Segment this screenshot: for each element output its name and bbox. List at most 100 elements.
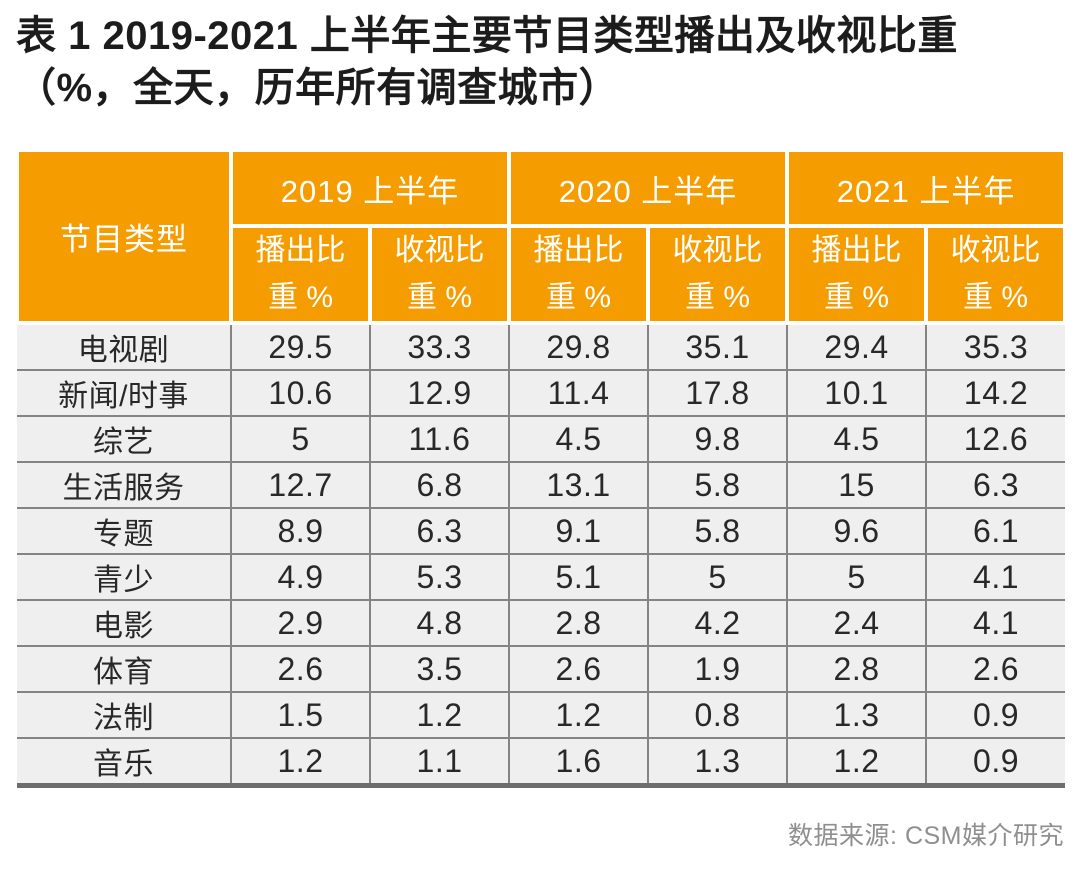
- value-cell: 29.5: [230, 322, 371, 371]
- program-ratings-table: 节目类型 2019 上半年 2020 上半年 2021 上半年 播出比重 % 收…: [15, 148, 1068, 788]
- value-cell: 5: [647, 553, 789, 601]
- metric-header: 收视比重 %: [924, 224, 1068, 325]
- value-cell: 11.4: [508, 369, 650, 417]
- value-cell: 0.8: [647, 691, 789, 739]
- value-cell: 5: [786, 553, 928, 601]
- category-cell: 音乐: [17, 737, 232, 788]
- value-cell: 15: [786, 461, 928, 509]
- value-cell: 12.6: [925, 415, 1066, 463]
- category-cell: 法制: [17, 691, 232, 739]
- value-cell: 9.6: [786, 507, 928, 555]
- value-cell: 10.1: [786, 369, 928, 417]
- value-cell: 9.8: [647, 415, 789, 463]
- value-cell: 6.8: [368, 461, 511, 509]
- year-header-2019: 2019 上半年: [228, 148, 512, 228]
- value-cell: 17.8: [647, 369, 789, 417]
- value-cell: 5.3: [368, 553, 511, 601]
- value-cell: 10.6: [230, 369, 371, 417]
- value-cell: 1.6: [508, 737, 650, 788]
- value-cell: 5: [230, 415, 371, 463]
- metric-header: 播出比重 %: [229, 224, 372, 325]
- table-body: 电视剧 29.5 33.3 29.8 35.1 29.4 35.3 新闻/时事 …: [17, 322, 1066, 788]
- value-cell: 4.5: [786, 415, 928, 463]
- value-cell: 11.6: [368, 415, 511, 463]
- value-cell: 6.3: [368, 507, 511, 555]
- value-cell: 1.2: [786, 737, 928, 788]
- table-row: 电影 2.9 4.8 2.8 4.2 2.4 4.1: [17, 599, 1066, 647]
- value-cell: 6.3: [925, 461, 1066, 509]
- value-cell: 35.1: [647, 322, 789, 371]
- category-cell: 新闻/时事: [17, 369, 232, 417]
- value-cell: 1.3: [786, 691, 928, 739]
- table-row: 专题 8.9 6.3 9.1 5.8 9.6 6.1: [17, 507, 1066, 555]
- table-header: 节目类型 2019 上半年 2020 上半年 2021 上半年 播出比重 % 收…: [15, 148, 1068, 325]
- value-cell: 4.1: [925, 553, 1066, 601]
- category-cell: 青少: [17, 553, 232, 601]
- table-title-line2: （%，全天，历年所有调查城市）: [16, 66, 620, 110]
- value-cell: 1.9: [647, 645, 789, 693]
- table-row: 综艺 5 11.6 4.5 9.8 4.5 12.6: [17, 415, 1066, 463]
- value-cell: 12.9: [368, 369, 511, 417]
- table-row: 法制 1.5 1.2 1.2 0.8 1.3 0.9: [17, 691, 1066, 739]
- value-cell: 5.1: [508, 553, 650, 601]
- value-cell: 9.1: [508, 507, 650, 555]
- value-cell: 13.1: [508, 461, 650, 509]
- header-row-metrics: 播出比重 % 收视比重 % 播出比重 % 收视比重 % 播出比重 % 收视比重 …: [17, 224, 1068, 325]
- value-cell: 2.8: [508, 599, 650, 647]
- value-cell: 2.9: [230, 599, 371, 647]
- metric-header: 收视比重 %: [367, 224, 512, 325]
- data-source-note: 数据来源: CSM媒介研究: [788, 822, 1064, 850]
- category-cell: 电影: [17, 599, 232, 647]
- year-header-2020: 2020 上半年: [507, 148, 790, 228]
- table-title: 表 1 2019-2021 上半年主要节目类型播出及收视比重 （%，全天，历年所…: [16, 10, 1066, 114]
- value-cell: 2.6: [508, 645, 650, 693]
- table-row: 生活服务 12.7 6.8 13.1 5.8 15 6.3: [17, 461, 1066, 509]
- value-cell: 2.8: [786, 645, 928, 693]
- value-cell: 1.2: [230, 737, 371, 788]
- value-cell: 1.1: [368, 737, 511, 788]
- value-cell: 1.5: [230, 691, 371, 739]
- table-row: 体育 2.6 3.5 2.6 1.9 2.8 2.6: [17, 645, 1066, 693]
- value-cell: 6.1: [925, 507, 1066, 555]
- value-cell: 14.2: [925, 369, 1066, 417]
- category-cell: 生活服务: [17, 461, 232, 509]
- value-cell: 5.8: [647, 461, 789, 509]
- value-cell: 4.2: [647, 599, 789, 647]
- page: 表 1 2019-2021 上半年主要节目类型播出及收视比重 （%，全天，历年所…: [0, 10, 1080, 882]
- value-cell: 8.9: [230, 507, 371, 555]
- table-row: 青少 4.9 5.3 5.1 5 5 4.1: [17, 553, 1066, 601]
- value-cell: 1.3: [647, 737, 789, 788]
- value-cell: 2.6: [230, 645, 371, 693]
- value-cell: 5.8: [647, 507, 789, 555]
- category-cell: 体育: [17, 645, 232, 693]
- value-cell: 35.3: [925, 322, 1066, 371]
- value-cell: 0.9: [925, 737, 1066, 788]
- value-cell: 1.2: [368, 691, 511, 739]
- value-cell: 1.2: [508, 691, 650, 739]
- table-row: 新闻/时事 10.6 12.9 11.4 17.8 10.1 14.2: [17, 369, 1066, 417]
- metric-header: 播出比重 %: [507, 224, 651, 325]
- table-row: 电视剧 29.5 33.3 29.8 35.1 29.4 35.3: [17, 322, 1066, 371]
- value-cell: 4.8: [368, 599, 511, 647]
- category-cell: 专题: [17, 507, 232, 555]
- corner-header-cell: 节目类型: [15, 148, 233, 325]
- value-cell: 4.9: [230, 553, 371, 601]
- value-cell: 0.9: [925, 691, 1066, 739]
- table-title-line1: 表 1 2019-2021 上半年主要节目类型播出及收视比重: [16, 14, 958, 58]
- value-cell: 12.7: [230, 461, 371, 509]
- category-cell: 电视剧: [17, 322, 232, 371]
- value-cell: 4.1: [925, 599, 1066, 647]
- year-header-2021: 2021 上半年: [785, 148, 1068, 228]
- value-cell: 3.5: [368, 645, 511, 693]
- table-row: 音乐 1.2 1.1 1.6 1.3 1.2 0.9: [17, 737, 1066, 788]
- value-cell: 2.6: [925, 645, 1066, 693]
- category-cell: 综艺: [17, 415, 232, 463]
- header-row-years: 节目类型 2019 上半年 2020 上半年 2021 上半年: [15, 148, 1068, 325]
- value-cell: 29.4: [786, 322, 928, 371]
- value-cell: 29.8: [508, 322, 650, 371]
- value-cell: 4.5: [508, 415, 650, 463]
- value-cell: 2.4: [786, 599, 928, 647]
- value-cell: 33.3: [368, 322, 511, 371]
- metric-header: 收视比重 %: [646, 224, 790, 325]
- metric-header: 播出比重 %: [785, 224, 929, 325]
